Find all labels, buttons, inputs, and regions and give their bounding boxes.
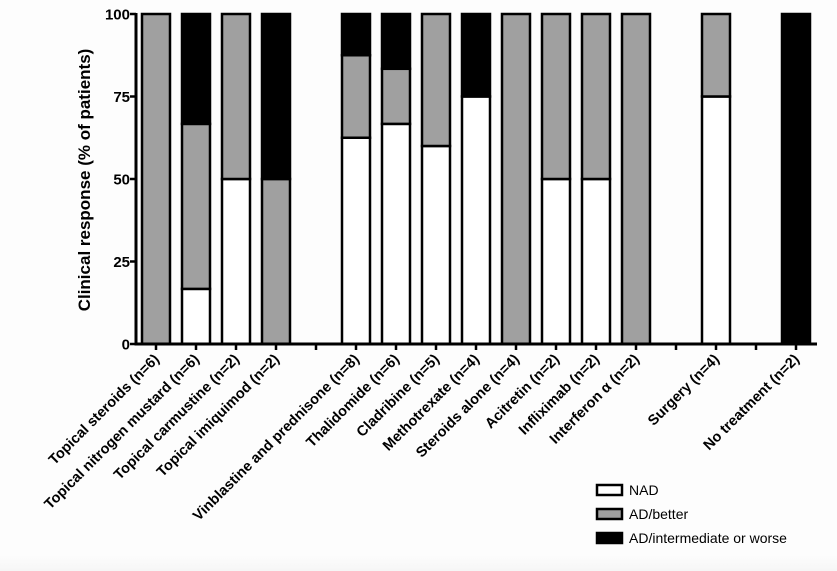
legend-swatch (595, 531, 624, 545)
bar-segment-ad-intermediate-or-worse (460, 12, 492, 98)
bar-segment-ad-better (260, 177, 292, 346)
bar-stack (540, 12, 572, 346)
legend-swatch (595, 507, 624, 521)
bar-segment-nad (380, 122, 412, 346)
bar-segment-ad-better (620, 12, 652, 346)
bar-stack (580, 12, 612, 346)
bar-segment-ad-better (140, 12, 172, 346)
bar-segment-ad-better (540, 12, 572, 181)
legend-item: AD/better (595, 506, 688, 522)
legend-swatch (595, 483, 624, 497)
y-ticks: 0 25 50 75 100 (105, 7, 136, 354)
bar-segment-nad (180, 287, 212, 346)
bar-segment-ad-better (580, 12, 612, 181)
bar-stack (380, 12, 412, 346)
bar-segment-ad-better (180, 122, 212, 291)
bar-stack (780, 12, 812, 346)
legend-label: AD/intermediate or worse (629, 530, 787, 546)
y-tick-label: 100 (105, 7, 130, 24)
bar-segment-ad-better (340, 54, 372, 139)
bar-segment-ad-intermediate-or-worse (380, 12, 412, 71)
legend-label: NAD (629, 482, 659, 498)
bar-stack (620, 12, 652, 346)
legend-label: AD/better (629, 506, 688, 522)
legend-item: NAD (595, 482, 659, 498)
bar-stack (460, 12, 492, 346)
bar-segment-nad (420, 144, 452, 346)
bar-segment-ad-better (420, 12, 452, 148)
bar-stack (260, 12, 292, 346)
y-axis-title: Clinical response (% of patients) (75, 49, 94, 312)
bar-segment-ad-better (380, 67, 412, 126)
bar-stack (340, 12, 372, 346)
bar-stack (180, 12, 212, 346)
bar-segment-ad-intermediate-or-worse (780, 12, 812, 346)
bar-segment-nad (340, 136, 372, 346)
bar-segment-ad-intermediate-or-worse (180, 12, 212, 126)
bar-segment-nad (700, 95, 732, 346)
y-tick-label: 25 (113, 254, 130, 271)
bars-layer (140, 12, 812, 346)
x-tick-label: Surgery (n=4) (645, 351, 723, 429)
legend-item: AD/intermediate or worse (595, 530, 787, 546)
bar-segment-nad (220, 177, 252, 346)
y-tick-label: 50 (113, 172, 130, 189)
bar-stack (500, 12, 532, 346)
x-tick-label: Topical nitrogen mustard (n=6) (42, 351, 203, 512)
legend: NAD AD/better AD/intermediate or worse (595, 482, 787, 546)
bar-segment-ad-intermediate-or-worse (340, 12, 372, 57)
y-tick-label: 75 (113, 89, 130, 106)
bar-segment-nad (580, 177, 612, 346)
bar-segment-ad-better (700, 12, 732, 98)
bar-stack (420, 12, 452, 346)
bar-segment-ad-better (220, 12, 252, 181)
bar-segment-nad (460, 95, 492, 346)
bar-segment-ad-intermediate-or-worse (260, 12, 292, 181)
bar-stack (700, 12, 732, 346)
bar-stack (140, 12, 172, 346)
bar-stack (220, 12, 252, 346)
bar-segment-ad-better (500, 12, 532, 346)
bar-segment-nad (540, 177, 572, 346)
y-tick-label: 0 (122, 337, 130, 354)
x-ticks: Topical steroids (n=6)Topical nitrogen m… (42, 344, 803, 524)
